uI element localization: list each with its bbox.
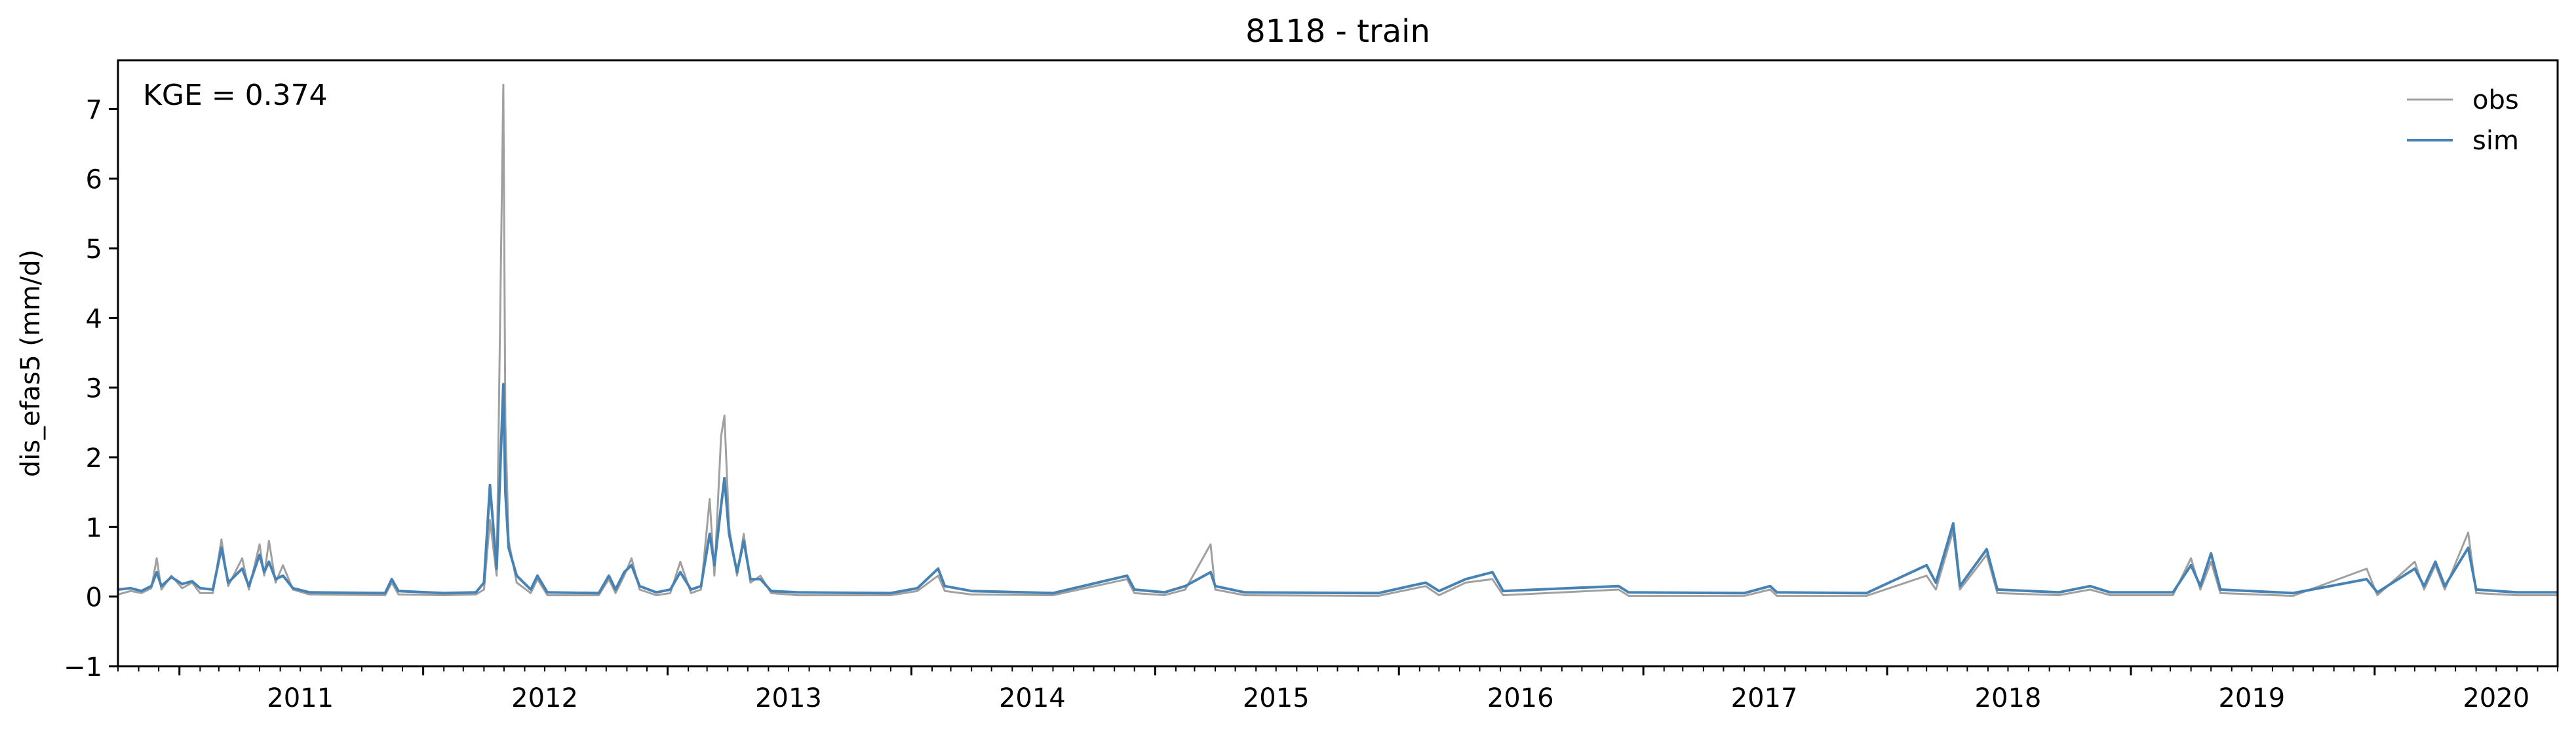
y-axis-ticks: −1 0 1 2 3 4 5 6 7 [64,95,118,683]
legend: obs sim [2407,85,2519,156]
x-tick-label: 2012 [511,683,578,713]
y-tick-label: 5 [86,235,102,265]
y-tick-label: 3 [86,374,102,404]
plot-frame [117,59,2559,668]
x-tick-label: 2020 [2463,683,2529,713]
y-axis-label: dis_efas5 (mm/d) [16,250,46,478]
legend-obs-label: obs [2472,85,2519,115]
x-tick-label: 2015 [1243,683,1310,713]
x-tick-label: 2011 [267,683,334,713]
y-tick-label: −1 [64,652,102,683]
legend-sim-label: sim [2472,126,2519,156]
y-tick-label: 1 [86,513,102,543]
x-axis-ticks: 2011 2012 2013 2014 2015 2016 2017 2018 2019 2020 [117,666,2558,713]
x-tick-label: 2019 [2218,683,2285,713]
y-tick-label: 2 [86,443,102,474]
kge-annotation: KGE = 0.374 [143,79,328,112]
x-tick-label: 2014 [999,683,1066,713]
x-tick-label: 2016 [1487,683,1554,713]
series-layer [117,83,2558,597]
y-tick-label: 7 [86,95,102,125]
y-tick-label: 6 [86,165,102,195]
x-tick-label: 2018 [1975,683,2042,713]
x-tick-label: 2017 [1731,683,1798,713]
y-tick-label: 4 [86,304,102,334]
y-tick-label: 0 [86,583,102,613]
series-line-obs [117,83,2558,597]
x-tick-label: 2013 [755,683,822,713]
series-line-sim [117,383,2558,595]
chart-title: 8118 - train [1245,13,1430,50]
